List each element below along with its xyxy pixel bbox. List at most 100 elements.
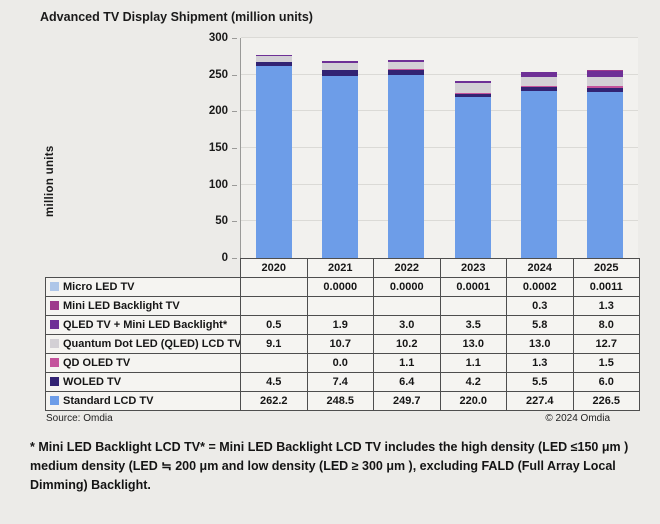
bar-segment	[322, 61, 359, 63]
bar-2023	[440, 38, 506, 258]
bar-segment	[322, 70, 359, 76]
value-cell: 0.0000	[373, 277, 441, 297]
value-cell: 13.0	[506, 334, 574, 354]
bar-2025	[572, 38, 638, 258]
legend-cell: Micro LED TV	[45, 277, 241, 297]
table-row: QD OLED TV 0.0 1.1 1.1 1.3 1.5	[45, 353, 640, 373]
legend-swatch-icon	[50, 282, 59, 291]
bar-segment	[256, 62, 293, 66]
bar-segment	[454, 96, 491, 258]
value-cell: 5.5	[506, 372, 574, 392]
legend-swatch-icon	[50, 320, 59, 329]
value-cell: 248.5	[306, 391, 374, 411]
year-header-cell: 2023	[439, 258, 507, 278]
table-row: Quantum Dot LED (QLED) LCD TV 9.1 10.7 10.2…	[45, 334, 640, 354]
copyright-label: © 2024 Omdia	[545, 413, 610, 424]
bar-segment	[454, 83, 491, 93]
value-cell: 12.7	[572, 334, 640, 354]
bar-segment	[586, 70, 623, 72]
gridline	[241, 183, 638, 185]
value-cell: 0.0011	[572, 277, 640, 297]
bar-segment	[520, 72, 557, 77]
bar-segment	[520, 76, 557, 87]
y-tick-label: 0	[221, 252, 228, 264]
legend-swatch-icon	[50, 339, 59, 348]
legend-cell: QLED TV + Mini LED Backlight*	[45, 315, 241, 335]
bar-segment	[454, 92, 491, 94]
value-cell: 1.5	[572, 353, 640, 373]
value-cell: 0.0001	[439, 277, 507, 297]
legend-swatch-icon	[50, 358, 59, 367]
year-header-cell: 2021	[306, 258, 374, 278]
value-cell: 227.4	[506, 391, 574, 411]
y-tick-mark	[232, 148, 237, 149]
value-cell: 8.0	[572, 315, 640, 335]
bar-2024	[506, 38, 572, 258]
bar-segment	[586, 91, 623, 258]
value-cell: 4.2	[439, 372, 507, 392]
value-cell	[240, 296, 308, 316]
value-cell: 10.7	[306, 334, 374, 354]
y-tick-mark	[232, 221, 237, 223]
bar-segment	[388, 59, 425, 62]
table-row: QLED TV + Mini LED Backlight* 0.5 1.9 3.0 3.…	[45, 315, 640, 335]
value-cell: 0.0	[306, 353, 374, 373]
series-label: Standard LCD TV	[63, 395, 154, 407]
data-table-body: 2020 2021 2022 2023 2024 2025 Micro LED TV 0.00…	[45, 258, 640, 411]
value-cell: 0.3	[506, 296, 574, 316]
value-cell: 220.0	[439, 391, 507, 411]
plot-area	[240, 37, 638, 258]
series-label: QLED TV + Mini LED Backlight*	[63, 319, 228, 331]
value-cell	[306, 296, 374, 316]
value-cell	[240, 353, 308, 373]
legend-swatch-icon	[50, 301, 59, 310]
bar-segment	[322, 75, 359, 258]
gridline	[241, 110, 638, 112]
legend-cell: QD OLED TV	[45, 353, 241, 373]
legend-cell: WOLED TV	[45, 372, 241, 392]
value-cell: 3.0	[373, 315, 441, 335]
series-label: Quantum Dot LED (QLED) LCD TV	[63, 338, 241, 350]
bar-segment	[520, 86, 557, 88]
legend-cell: Quantum Dot LED (QLED) LCD TV	[45, 334, 241, 354]
value-cell: 5.8	[506, 315, 574, 335]
value-cell: 7.4	[306, 372, 374, 392]
bar-segment	[454, 80, 491, 84]
y-tick-label: 200	[208, 105, 228, 118]
series-label: Mini LED Backlight TV	[63, 300, 180, 312]
value-cell: 0.5	[240, 315, 308, 335]
year-header-row: 2020 2021 2022 2023 2024 2025	[46, 258, 640, 278]
value-cell	[373, 296, 441, 316]
table-row: Mini LED Backlight TV 0.3 1.3	[45, 296, 640, 316]
table-row: Standard LCD TV 262.2 248.5 249.7 220.0 227.4…	[45, 391, 640, 411]
legend-swatch-icon	[50, 377, 59, 386]
gridline	[241, 37, 638, 38]
y-axis-label: million units	[44, 145, 56, 217]
bar-segment	[322, 62, 359, 71]
value-cell	[240, 277, 308, 297]
bar-segment	[256, 55, 293, 63]
value-cell: 0.0000	[306, 277, 374, 297]
y-tick-label: 300	[208, 32, 228, 44]
legend-swatch-icon	[50, 396, 59, 405]
bar-2021	[307, 38, 373, 258]
gridline	[241, 73, 638, 75]
value-cell: 1.3	[572, 296, 640, 316]
data-table: 2020 2021 2022 2023 2024 2025 Micro LED TV 0.00…	[45, 258, 640, 411]
bar-segment	[520, 91, 557, 258]
y-tick-mark	[232, 74, 237, 76]
year-header-cell: 2022	[373, 258, 441, 278]
bar-segment	[388, 70, 425, 75]
value-cell: 262.2	[240, 391, 308, 411]
value-cell: 4.5	[240, 372, 308, 392]
value-cell: 226.5	[572, 391, 640, 411]
bar-segment	[388, 61, 425, 70]
value-cell: 3.5	[439, 315, 507, 335]
value-cell	[439, 296, 507, 316]
year-header-cell: 2020	[240, 258, 308, 278]
value-cell: 6.0	[572, 372, 640, 392]
bar-2022	[373, 38, 439, 258]
y-tick-mark	[232, 111, 237, 113]
table-row: WOLED TV 4.5 7.4 6.4 4.2 5.5 6.0	[45, 372, 640, 392]
